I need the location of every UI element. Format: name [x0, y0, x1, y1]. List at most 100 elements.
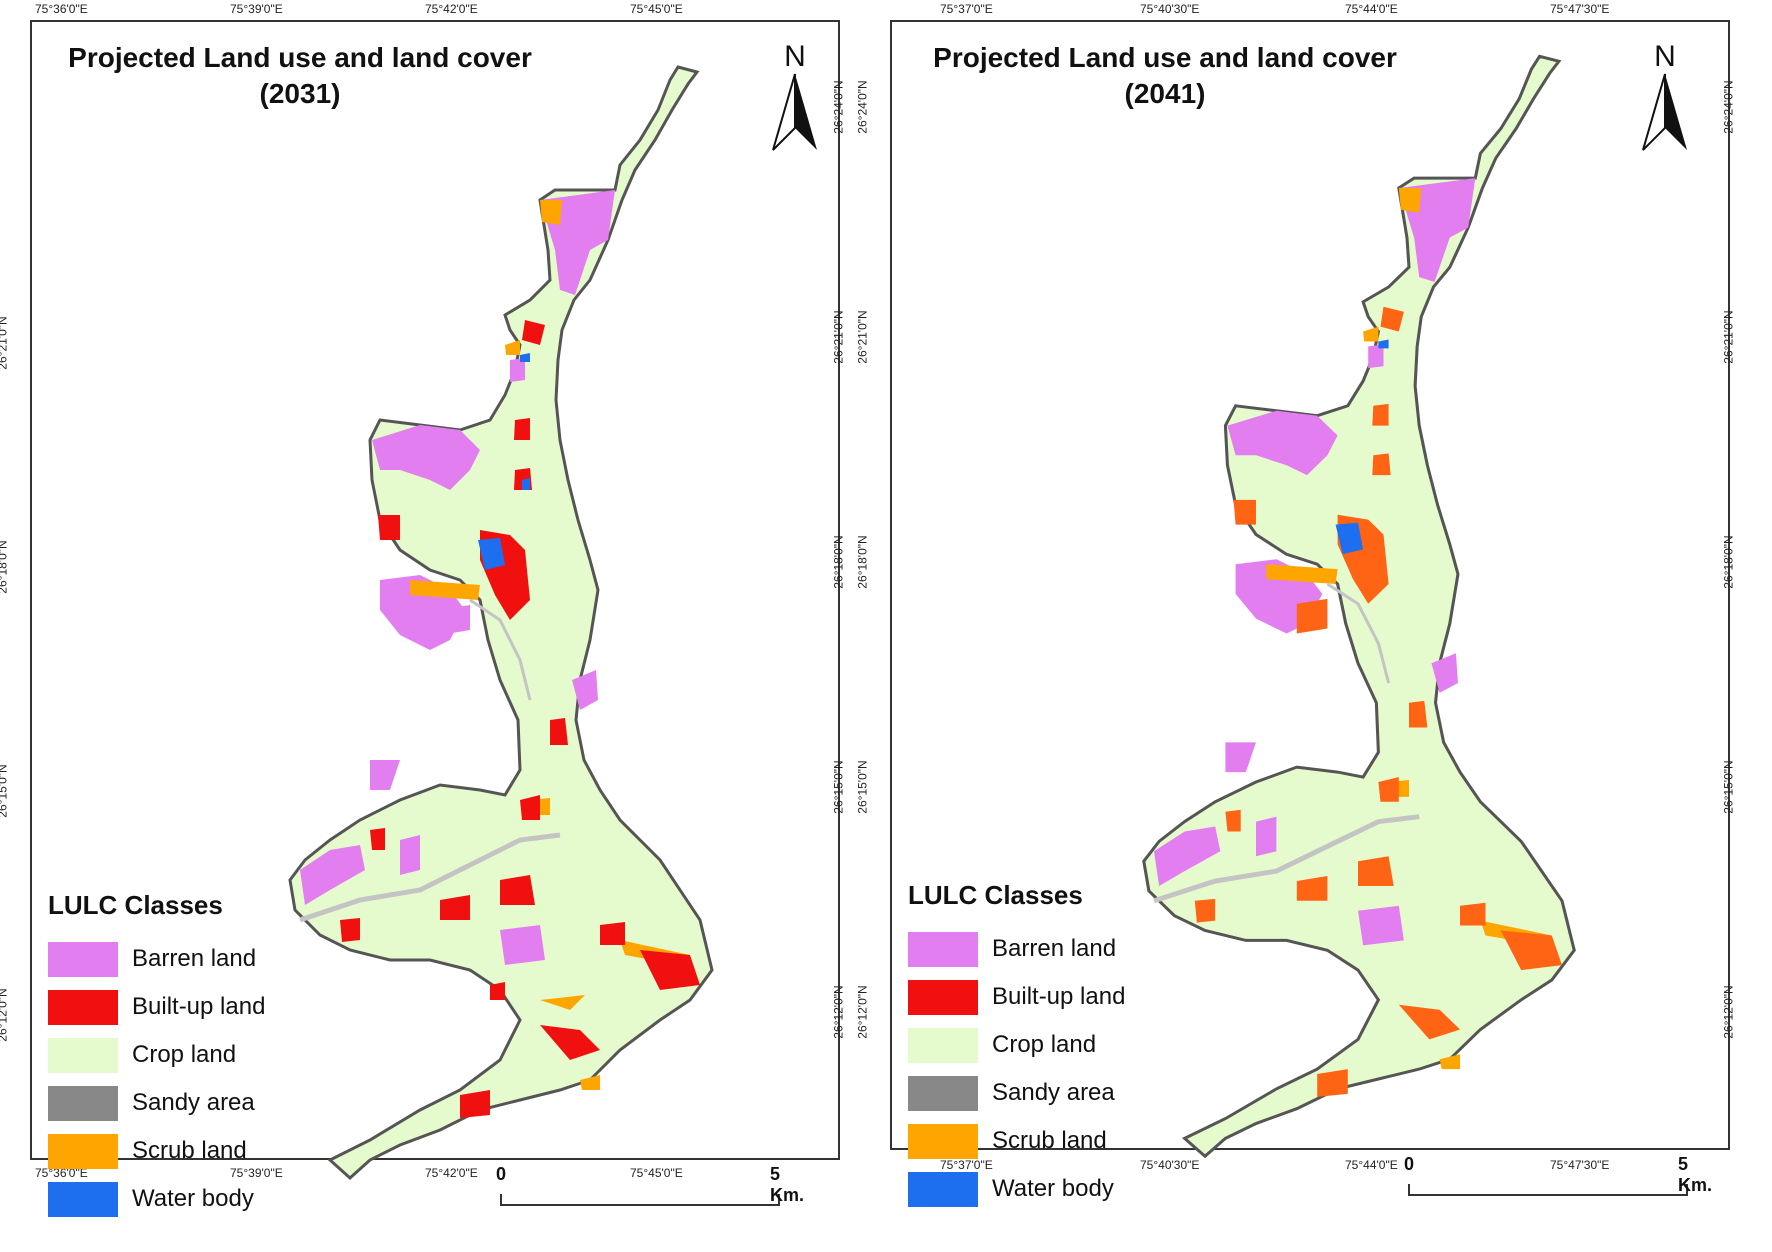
- lat-label-left: 26°18'0"N: [855, 535, 870, 589]
- scale-start-label: 0: [496, 1164, 507, 1184]
- lat-label-left: 26°21'0"N: [855, 310, 870, 364]
- legend-item-scrub: Scrub land: [908, 1117, 1125, 1165]
- lat-label-right: 26°12'0"N: [831, 985, 846, 1039]
- lon-label-top: 75°47'30"E: [1550, 2, 1610, 16]
- legend-swatch: [48, 941, 118, 977]
- lat-label-right: 26°18'0"N: [831, 535, 846, 589]
- legend-label: Barren land: [992, 935, 1117, 962]
- lulc-map-2031: [288, 65, 714, 1181]
- scale-bar-graphic: 0 5 Km.: [1404, 1154, 1712, 1202]
- north-arrow-icon: [772, 73, 817, 151]
- lat-label-right: 26°24'0"N: [1721, 80, 1736, 134]
- lulc-map-2041: [1142, 54, 1576, 1159]
- map-title: Projected Land use and land cover (2031): [40, 40, 560, 112]
- legend-swatch: [908, 1027, 978, 1063]
- lon-label-top: 75°42'0"E: [425, 2, 478, 16]
- lat-label-left: 26°24'0"N: [855, 80, 870, 134]
- north-label: N: [784, 40, 806, 73]
- map-panel-2041: Projected Land use and land cover (2041)…: [856, 0, 1772, 1252]
- legend-item-sandy: Sandy area: [908, 1069, 1125, 1117]
- legend-swatch: [908, 931, 978, 967]
- lon-label-bottom: 75°36'0"E: [35, 1166, 88, 1180]
- legend-swatch: [48, 1133, 118, 1169]
- north-arrow: N: [770, 42, 820, 157]
- north-label: N: [1654, 40, 1676, 73]
- legend: LULC Classes Barren land Built-up land C…: [908, 880, 1125, 1213]
- legend-label: Scrub land: [132, 1137, 247, 1164]
- legend-swatch: [908, 1123, 978, 1159]
- lon-label-top: 75°44'0"E: [1345, 2, 1398, 16]
- legend-label: Sandy area: [992, 1079, 1115, 1106]
- legend-item-scrub: Scrub land: [48, 1127, 265, 1175]
- lon-label-top: 75°45'0"E: [630, 2, 683, 16]
- legend-label: Scrub land: [992, 1127, 1107, 1154]
- title-line2: (2041): [1124, 78, 1206, 109]
- legend-item-barren: Barren land: [908, 925, 1125, 973]
- water-body-patches: [1335, 339, 1389, 555]
- lon-label-bottom: 75°44'0"E: [1345, 1158, 1398, 1172]
- title-line1: Projected Land use and land cover: [68, 42, 532, 73]
- legend-label: Built-up land: [132, 993, 266, 1020]
- title-line2: (2031): [259, 78, 341, 109]
- legend-item-water: Water body: [48, 1175, 265, 1223]
- legend-swatch: [908, 1171, 978, 1207]
- scale-bar-graphic: 0 5 Km.: [496, 1164, 804, 1212]
- legend: LULC Classes Barren land Built-up land C…: [48, 890, 265, 1223]
- legend-swatch: [48, 1085, 118, 1121]
- builtup-land-patches: [1194, 306, 1562, 1097]
- scale-end-label: 5 Km.: [1678, 1154, 1713, 1195]
- lat-label-left: 26°15'0"N: [855, 760, 870, 814]
- legend-item-water: Water body: [908, 1165, 1125, 1213]
- lon-label-bottom: 75°47'30"E: [1550, 1158, 1610, 1172]
- legend-swatch: [48, 1037, 118, 1073]
- legend-swatch: [908, 1075, 978, 1111]
- lat-label-left: 26°21'0"N: [0, 316, 10, 370]
- lon-label-bottom: 75°37'0"E: [940, 1158, 993, 1172]
- scale-start-label: 0: [1404, 1154, 1415, 1174]
- lat-label-right: 26°15'0"N: [1721, 760, 1736, 814]
- scale-end-label: 5 Km.: [770, 1164, 805, 1205]
- scale-line: [1408, 1184, 1688, 1196]
- lat-label-left: 26°12'0"N: [0, 988, 10, 1042]
- legend-swatch: [48, 1181, 118, 1217]
- legend-label: Sandy area: [132, 1089, 255, 1116]
- lon-label-bottom: 75°40'30"E: [1140, 1158, 1200, 1172]
- lat-label-left: 26°15'0"N: [0, 764, 10, 818]
- legend-label: Water body: [132, 1185, 254, 1212]
- legend-title: LULC Classes: [48, 890, 223, 920]
- lat-label-left: 26°12'0"N: [855, 985, 870, 1039]
- lat-label-left: 26°18'0"N: [0, 540, 10, 594]
- sandy-area-river: [299, 832, 561, 923]
- legend-swatch: [48, 989, 118, 1025]
- lat-label-right: 26°24'0"N: [831, 80, 846, 134]
- legend-item-sandy: Sandy area: [48, 1079, 265, 1127]
- lon-label-bottom: 75°45'0"E: [630, 1166, 683, 1180]
- legend-item-builtup: Built-up land: [48, 983, 265, 1031]
- lon-label-top: 75°39'0"E: [230, 2, 283, 16]
- lat-label-right: 26°15'0"N: [831, 760, 846, 814]
- north-arrow-icon: [1642, 73, 1687, 151]
- map-panel-2031: Projected Land use and land cover (2031)…: [0, 0, 860, 1252]
- lat-label-right: 26°18'0"N: [1721, 535, 1736, 589]
- title-line1: Projected Land use and land cover: [933, 42, 1397, 73]
- map-title: Projected Land use and land cover (2041): [905, 40, 1425, 112]
- lon-label-top: 75°36'0"E: [35, 2, 88, 16]
- lon-label-top: 75°40'30"E: [1140, 2, 1200, 16]
- lat-label-right: 26°12'0"N: [1721, 985, 1736, 1039]
- lon-label-bottom: 75°42'0"E: [425, 1166, 478, 1180]
- lon-label-bottom: 75°39'0"E: [230, 1166, 283, 1180]
- legend-title: LULC Classes: [908, 880, 1083, 910]
- legend-label: Crop land: [132, 1041, 237, 1068]
- legend-label: Built-up land: [992, 983, 1126, 1010]
- legend-label: Water body: [992, 1175, 1114, 1202]
- water-body-patches: [478, 353, 530, 570]
- lat-label-right: 26°21'0"N: [1721, 310, 1736, 364]
- legend-label: Crop land: [992, 1031, 1097, 1058]
- legend-item-barren: Barren land: [48, 935, 265, 983]
- sandy-area-river: [1153, 814, 1420, 904]
- legend-item-crop: Crop land: [908, 1021, 1125, 1069]
- legend-item-builtup: Built-up land: [908, 973, 1125, 1021]
- north-arrow: N: [1640, 42, 1690, 157]
- legend-item-crop: Crop land: [48, 1031, 265, 1079]
- lon-label-top: 75°37'0"E: [940, 2, 993, 16]
